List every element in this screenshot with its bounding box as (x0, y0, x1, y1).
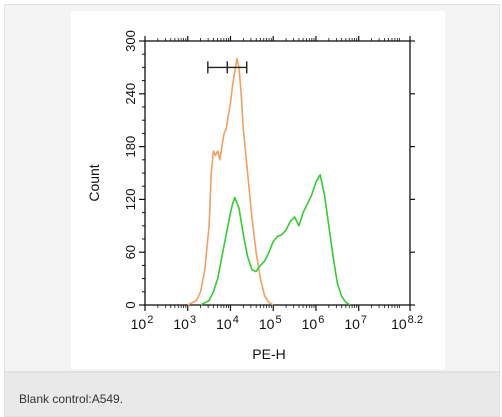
x-tick-label: 107 (344, 314, 367, 332)
y-tick-label: 60 (123, 245, 138, 259)
x-tick-label: 108.2 (391, 314, 423, 332)
histogram-series-1 (187, 57, 274, 306)
x-tick-label: 102 (131, 314, 154, 332)
x-tick-label: 106 (302, 314, 325, 332)
histogram-series-2 (200, 174, 351, 306)
x-tick-label: 103 (173, 314, 196, 332)
x-axis-label: PE-H (252, 346, 285, 362)
plot-frame (144, 40, 411, 306)
y-tick-label: 300 (123, 30, 138, 52)
flow-cytometry-histogram: 0 60 120 180 240 300 102 103 104 105 106 107 108.2 P… (86, 30, 423, 362)
y-tick-label: 180 (123, 136, 138, 158)
y-tick-label: 120 (123, 189, 138, 211)
axes: 0 60 120 180 240 300 102 103 104 105 106 107 108.2 (123, 30, 423, 332)
figure-caption: Blank control:A549. (19, 392, 124, 406)
figure-frame: 0 60 120 180 240 300 102 103 104 105 106 107 108.2 P… (4, 4, 500, 372)
caption-bar: Blank control:A549. (4, 372, 500, 417)
series-layer (187, 57, 351, 306)
x-tick-label: 104 (216, 314, 239, 332)
y-tick-label: 240 (123, 83, 138, 105)
x-tick-label: 105 (259, 314, 282, 332)
gate-layer (207, 61, 248, 74)
y-tick-label: 0 (123, 301, 138, 308)
y-axis-label: Count (86, 164, 102, 201)
plot-card: 0 60 120 180 240 300 102 103 104 105 106 107 108.2 P… (71, 11, 445, 369)
